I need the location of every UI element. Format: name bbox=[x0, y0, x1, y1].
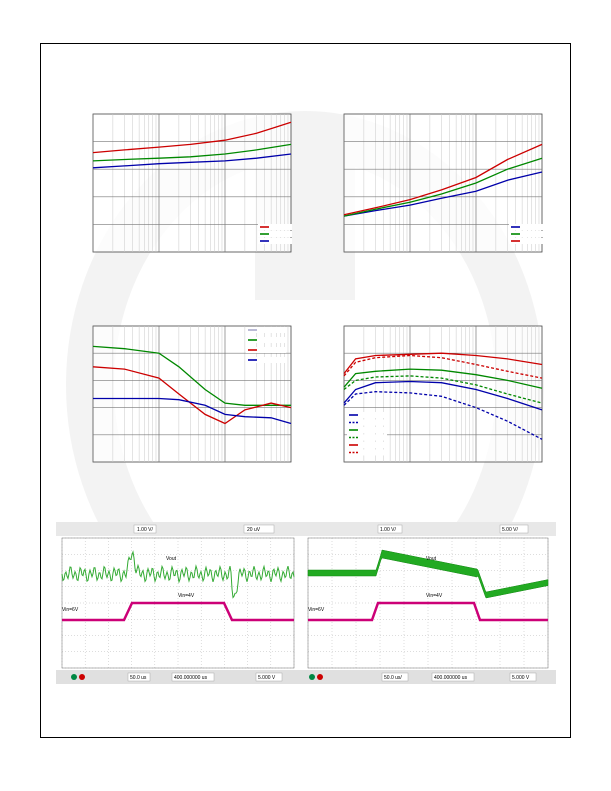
legend-bg bbox=[347, 449, 387, 456]
scope-right-level: 5.000 V bbox=[512, 675, 530, 681]
legend-bg bbox=[258, 224, 292, 230]
scope-right-trace2-label: Vin=4V bbox=[426, 593, 443, 599]
chart-top-left bbox=[92, 113, 292, 253]
series-line-2 bbox=[92, 366, 292, 425]
scope-left-vout-trace bbox=[61, 550, 295, 599]
series-line-1 bbox=[92, 143, 292, 162]
scope-left-canvas: 1.00 V/ 20 uV Vout Vin=4V Vin=6V 50.0 us… bbox=[56, 522, 302, 684]
scope-right-header-2: 5.00 V/ bbox=[502, 527, 518, 533]
scope-left-header-2: 20 uV bbox=[247, 527, 261, 533]
series-line-2 bbox=[343, 143, 543, 216]
scope-border bbox=[61, 537, 295, 669]
series-line-2 bbox=[92, 153, 292, 169]
scope-left-grid bbox=[61, 537, 295, 669]
plot-area bbox=[92, 325, 292, 463]
series-line-3 bbox=[343, 375, 543, 404]
scope-right-trace1-label: Vout bbox=[426, 556, 437, 562]
scope-right-vout-trace bbox=[307, 549, 549, 599]
scope-left-position: 400.000000 us bbox=[174, 675, 208, 681]
series-line-4 bbox=[343, 352, 543, 375]
legend-bg bbox=[347, 412, 387, 418]
page-frame bbox=[40, 43, 571, 738]
scope-right-run-icon[interactable] bbox=[309, 674, 315, 680]
legend-bg bbox=[258, 238, 292, 244]
scope-right-stop-icon[interactable] bbox=[317, 674, 323, 680]
scope-right-header-1: 1.00 V/ bbox=[380, 527, 396, 533]
chart-middle-left bbox=[92, 325, 292, 463]
series-line-3 bbox=[93, 397, 292, 425]
legend-bg bbox=[509, 238, 543, 244]
scope-left-level: 5.000 V bbox=[258, 675, 276, 681]
series-line-5 bbox=[343, 354, 543, 379]
scope-left-timebase: 50.0 us bbox=[130, 675, 147, 681]
scope-left-header-1: 1.00 V/ bbox=[137, 527, 153, 533]
scope-left-timebase-field[interactable] bbox=[127, 672, 151, 682]
series-line-1 bbox=[343, 157, 543, 217]
legend-bg bbox=[246, 327, 286, 333]
legend-bg bbox=[246, 347, 286, 353]
scope-left-trace1-label: Vout bbox=[166, 556, 177, 562]
scope-right: 1.00 V/ 5.00 V/ Vout Vin=4V Vin=6V 50.0 … bbox=[302, 522, 556, 684]
scope-right-position-field[interactable] bbox=[431, 672, 475, 682]
scope-right-position: 400.000000 us bbox=[434, 675, 468, 681]
scope-left-stop-icon[interactable] bbox=[79, 674, 85, 680]
legend-bg bbox=[347, 427, 387, 433]
scope-right-level-field[interactable] bbox=[509, 672, 537, 682]
series-line-0 bbox=[343, 171, 543, 217]
plot-area bbox=[343, 325, 543, 463]
legend-bg bbox=[347, 419, 387, 426]
scope-right-trace2-left-label: Vin=6V bbox=[308, 607, 325, 613]
scope-left-vin-trace bbox=[62, 601, 294, 622]
series-line-0 bbox=[92, 121, 292, 154]
scope-left-trace2-label: Vin=4V bbox=[178, 593, 195, 599]
series-line-2 bbox=[343, 368, 543, 389]
chart-middle-right bbox=[343, 325, 543, 463]
scope-left-position-field[interactable] bbox=[171, 672, 215, 682]
scope-border bbox=[307, 537, 549, 669]
scope-left-trace2-left-label: Vin=6V bbox=[62, 607, 79, 613]
legend-bg bbox=[509, 224, 543, 230]
scope-right-vin-trace bbox=[308, 601, 548, 622]
series-line-0 bbox=[343, 380, 543, 411]
chart-top-right bbox=[343, 113, 543, 253]
scope-right-canvas: 1.00 V/ 5.00 V/ Vout Vin=4V Vin=6V 50.0 … bbox=[302, 522, 556, 684]
legend-bg bbox=[258, 231, 292, 237]
scope-left: 1.00 V/ 20 uV Vout Vin=4V Vin=6V 50.0 us… bbox=[56, 522, 302, 684]
legend-bg bbox=[509, 231, 543, 237]
scope-right-timebase: 50.0 us/ bbox=[384, 675, 402, 681]
legend-bg bbox=[347, 434, 387, 441]
scope-left-level-field[interactable] bbox=[255, 672, 283, 682]
legend-bg bbox=[347, 442, 387, 448]
legend-bg bbox=[246, 337, 286, 343]
legend-bg bbox=[246, 357, 286, 363]
scope-right-timebase-field[interactable] bbox=[381, 672, 409, 682]
scope-left-run-icon[interactable] bbox=[71, 674, 77, 680]
series-line-1 bbox=[343, 391, 543, 440]
